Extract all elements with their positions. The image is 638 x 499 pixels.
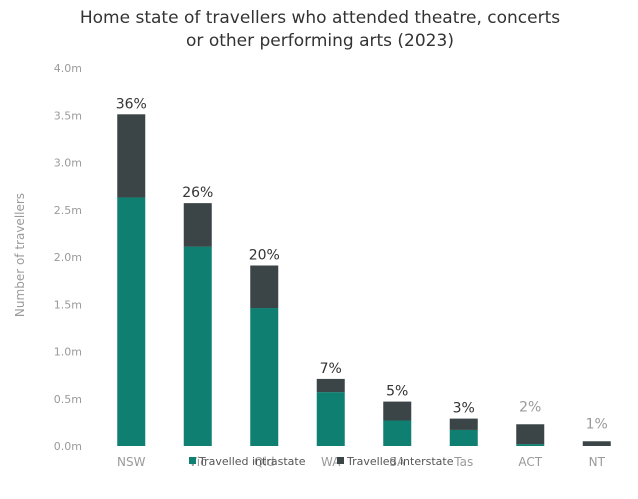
y-tick-label: 2.0m — [54, 251, 82, 264]
data-label: 26% — [182, 185, 213, 201]
bar-interstate-tas — [449, 418, 478, 430]
y-axis-label: Number of travellers — [13, 193, 27, 317]
bar-interstate-nsw — [117, 114, 146, 198]
bar-intrastate-qld — [250, 308, 279, 446]
legend-swatch-intrastate — [189, 457, 196, 464]
data-label: 1% — [586, 416, 608, 432]
x-tick-label: Tas — [453, 455, 473, 469]
chart-title-line-1: Home state of travellers who attended th… — [80, 8, 560, 28]
bar-intrastate-sa — [383, 420, 412, 446]
legend-swatch-interstate — [337, 457, 344, 464]
bar-interstate-qld — [250, 265, 279, 309]
bar-intrastate-act — [516, 444, 545, 446]
x-tick-label: NSW — [117, 455, 146, 469]
legend-label-interstate: Travelled interstate — [346, 455, 454, 468]
data-label: 7% — [320, 361, 342, 377]
data-labels: 36% 26% 20% 7% 5% 3% 2% 1% — [116, 96, 608, 432]
y-tick-label: 3.5m — [54, 109, 82, 122]
chart-title-line-2: or other performing arts (2023) — [186, 31, 454, 51]
bar-interstate-wa — [316, 378, 345, 393]
x-tick-label: NT — [589, 455, 606, 469]
bar-intrastate-wa — [316, 392, 345, 446]
x-tick-label: SA — [389, 455, 406, 469]
y-tick-label: 0.5m — [54, 393, 82, 406]
bar-interstate-act — [516, 424, 545, 445]
y-tick-label: 0.0m — [54, 440, 82, 453]
y-tick-label: 1.0m — [54, 346, 82, 359]
bar-intrastate-vic — [183, 246, 212, 446]
data-label: 36% — [116, 96, 147, 112]
y-tick-label: 4.0m — [54, 62, 82, 75]
x-tick-label: WA — [321, 455, 341, 469]
legend-label-intrastate: Travelled intrastate — [198, 455, 306, 468]
x-tick-label: ACT — [518, 455, 542, 469]
bar-interstate-sa — [383, 401, 412, 421]
data-label: 20% — [249, 248, 280, 264]
y-tick-label: 1.5m — [54, 298, 82, 311]
data-label: 2% — [519, 399, 541, 415]
bar-interstate-vic — [183, 203, 212, 247]
bar-intrastate-nsw — [117, 197, 146, 446]
bar-intrastate-tas — [449, 429, 478, 446]
y-axis: 0.0m 0.5m 1.0m 1.5m 2.0m 2.5m 3.0m 3.5m 4.0m — [54, 62, 82, 453]
x-tick-label: Qld — [254, 455, 274, 469]
data-label: 3% — [453, 401, 475, 417]
bar-interstate-nt — [582, 441, 611, 446]
legend: Travelled intrastate Travelled interstat… — [189, 455, 454, 468]
y-tick-label: 2.5m — [54, 204, 82, 217]
plot-area — [117, 114, 611, 446]
y-tick-label: 3.0m — [54, 157, 82, 170]
data-label: 5% — [386, 384, 408, 400]
